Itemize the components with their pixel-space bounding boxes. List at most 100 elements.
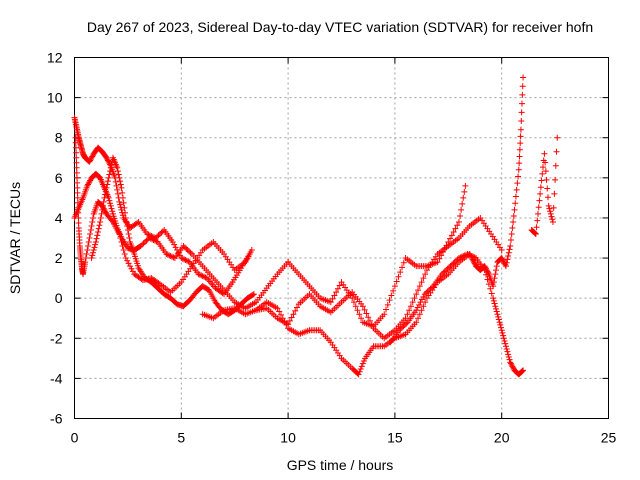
data-point: [492, 271, 499, 278]
data-point: [440, 269, 447, 276]
data-point: [72, 139, 79, 146]
data-point: [106, 197, 113, 204]
data-point: [461, 188, 468, 195]
data-point: [74, 194, 81, 201]
data-point: [493, 308, 500, 315]
data-point: [84, 247, 91, 254]
data-point: [116, 174, 123, 181]
data-point: [87, 230, 94, 237]
data-point: [294, 304, 300, 311]
data-point: [98, 210, 105, 217]
data-point: [443, 267, 450, 274]
data-point: [95, 225, 102, 232]
data-point: [145, 231, 152, 238]
data-point: [498, 255, 505, 262]
data-point: [470, 257, 477, 264]
data-point: [384, 301, 391, 308]
data-point: [471, 260, 478, 267]
y-tick-label: 4: [55, 210, 63, 226]
data-point: [179, 255, 186, 262]
data-point: [85, 243, 92, 250]
data-point: [395, 273, 402, 280]
data-point: [509, 363, 516, 370]
data-point: [512, 193, 519, 200]
series-track-b: [71, 170, 292, 312]
data-point: [94, 232, 101, 239]
data-point: [117, 201, 124, 208]
data-point: [361, 306, 368, 313]
data-point: [413, 307, 420, 314]
data-point: [510, 212, 517, 219]
data-point: [490, 297, 497, 304]
data-point: [184, 247, 191, 254]
data-point: [329, 295, 336, 302]
grid: [74, 57, 609, 419]
data-point: [365, 314, 372, 321]
data-point: [424, 288, 431, 295]
data-point: [510, 364, 517, 371]
data-point: [73, 154, 80, 161]
data-point: [396, 327, 403, 334]
data-point: [498, 247, 505, 254]
data-point: [104, 156, 111, 163]
data-point: [74, 184, 81, 191]
data-point: [450, 260, 457, 267]
data-point: [285, 321, 292, 328]
data-point: [107, 164, 114, 171]
data-point: [488, 290, 495, 297]
data-point: [461, 252, 468, 259]
data-point: [120, 199, 127, 206]
data-point: [418, 307, 425, 314]
data-point: [126, 235, 133, 241]
data-point: [517, 140, 524, 147]
data-point: [415, 287, 422, 294]
data-point: [104, 178, 111, 185]
data-point: [470, 259, 477, 266]
data-point: [172, 244, 179, 251]
data-point: [508, 362, 515, 369]
data-point: [185, 258, 192, 265]
data-point: [350, 299, 357, 306]
data-point: [358, 363, 365, 370]
data-point: [407, 303, 414, 310]
data-point: [508, 230, 515, 237]
y-axis-label: SDTVAR / TECUs: [7, 182, 23, 294]
data-point: [363, 310, 370, 317]
series-track-c: [72, 134, 255, 296]
data-point: [403, 320, 410, 327]
data-point: [117, 235, 124, 241]
data-point: [455, 218, 462, 225]
data-point: [114, 168, 121, 175]
data-point: [119, 189, 126, 196]
data-point: [493, 267, 500, 274]
data-point: [415, 315, 422, 322]
data-point: [519, 91, 526, 98]
data-point: [113, 182, 120, 189]
data-point: [546, 205, 553, 212]
data-point: [536, 197, 543, 204]
x-tick-label: 5: [177, 430, 185, 446]
data-point: [510, 218, 517, 225]
data-point: [74, 189, 81, 196]
data-point: [413, 291, 420, 298]
data-point: [124, 257, 131, 264]
data-point: [104, 181, 111, 188]
data-point: [88, 154, 95, 161]
data-point: [82, 259, 89, 266]
data-point: [116, 198, 123, 205]
data-point: [85, 181, 92, 188]
data-point: [87, 226, 94, 233]
data-point: [327, 299, 334, 306]
data-point: [506, 356, 513, 363]
data-point: [445, 239, 452, 246]
data-point: [539, 164, 546, 171]
series-track-a: [71, 114, 253, 298]
data-point: [420, 275, 427, 282]
data-point: [97, 214, 104, 221]
data-point: [541, 150, 548, 157]
data-point: [460, 194, 467, 201]
data-point: [444, 265, 451, 272]
data-point: [124, 222, 131, 229]
data-point: [518, 109, 525, 116]
chart-title: Day 267 of 2023, Sidereal Day-to-day VTE…: [87, 19, 593, 35]
